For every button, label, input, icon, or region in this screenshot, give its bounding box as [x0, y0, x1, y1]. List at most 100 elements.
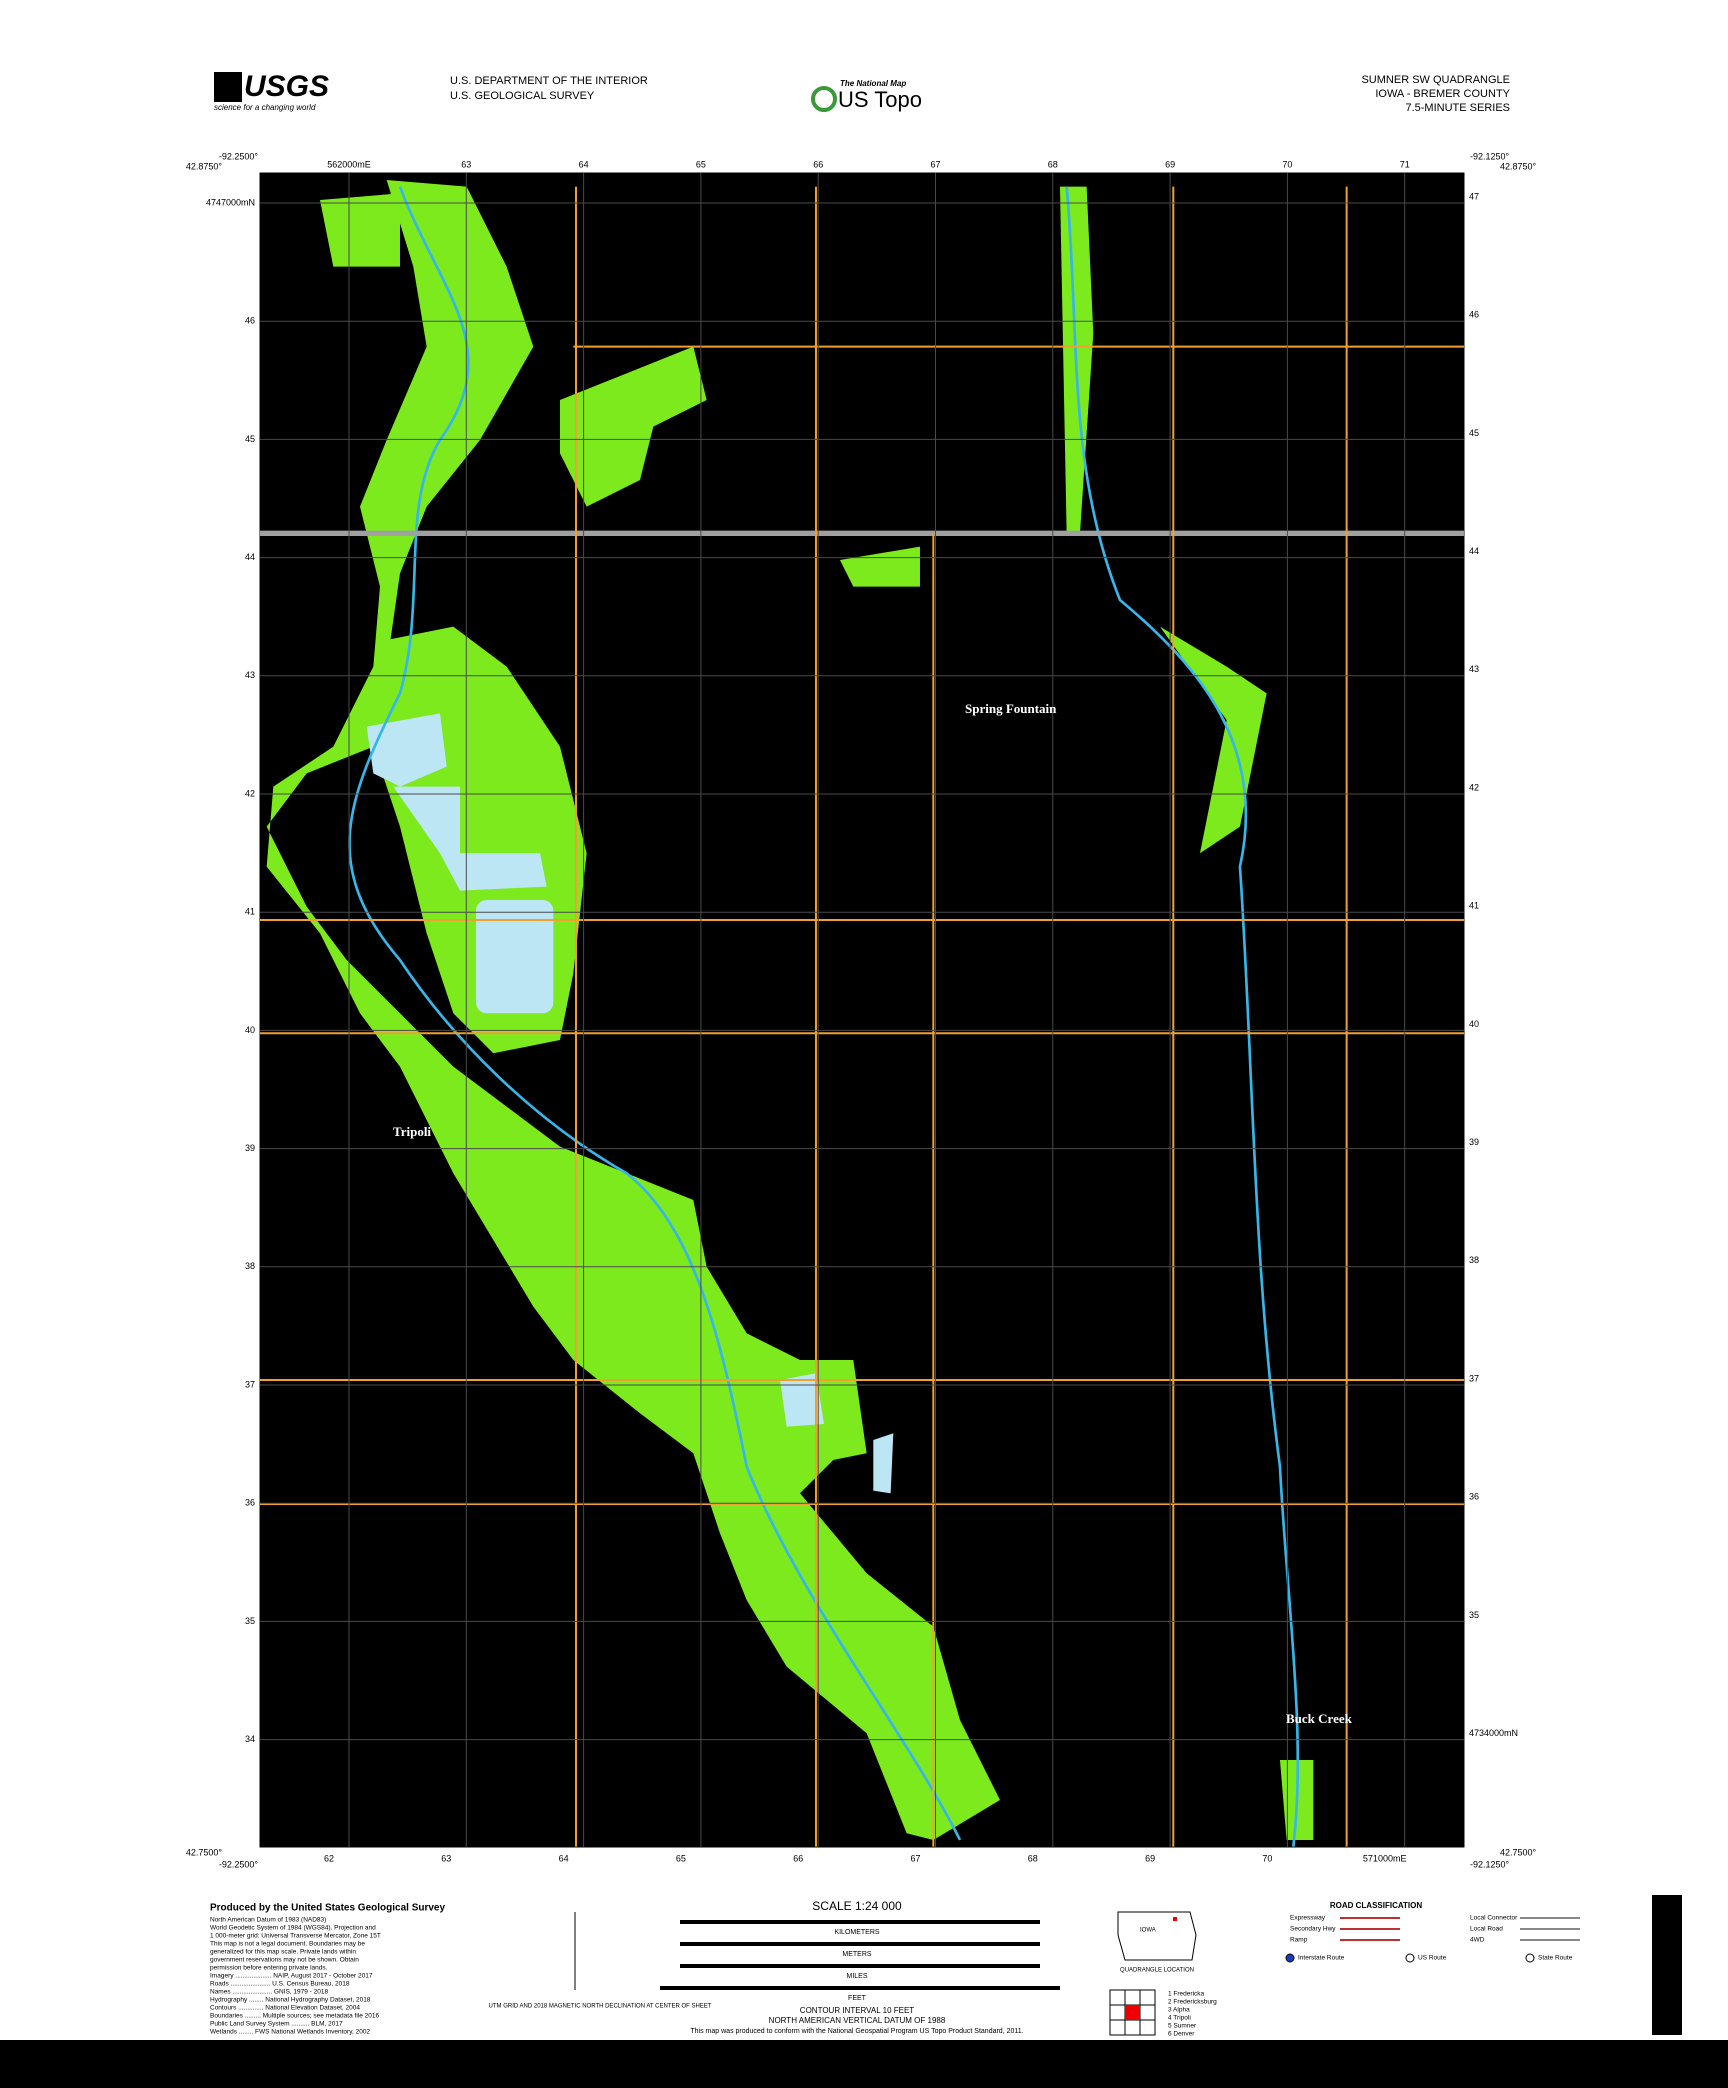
logo-tagline: science for a changing world — [214, 103, 316, 112]
barcode-bar — [1654, 2000, 1668, 2004]
barcode-bar — [1654, 2005, 1668, 2006]
barcode-bar — [1654, 1996, 1668, 1998]
scale-unit: MILES — [846, 1973, 867, 1980]
easting-label: 69 — [1165, 159, 1175, 169]
product-top: The National Map — [840, 79, 906, 88]
route-shield — [1405, 1953, 1415, 1963]
scale-unit: METERS — [842, 1951, 872, 1958]
northing-label: 42 — [245, 788, 255, 798]
barcode-bar — [1654, 2027, 1668, 2031]
quad-location — [1173, 1917, 1177, 1921]
credits: North American Datum of 1983 (NAD83)Worl… — [210, 1917, 381, 2036]
credit-line: Imagery .................... NAIP, Augus… — [210, 1973, 373, 1980]
map-series: 7.5-MINUTE SERIES — [1405, 102, 1510, 114]
easting-label: 68 — [1028, 1853, 1038, 1863]
easting-label: 571000mE — [1363, 1853, 1407, 1863]
easting-label: 66 — [813, 159, 823, 169]
agency-line: U.S. DEPARTMENT OF THE INTERIOR — [450, 75, 648, 87]
scale-bar — [680, 1942, 1040, 1946]
barcode-bar — [1654, 1937, 1668, 1939]
northing-label: 46 — [1469, 310, 1479, 320]
corner-coordinate: 42.7500° — [1500, 1847, 1537, 1857]
credit-line: North American Datum of 1983 (NAD83) — [210, 1917, 326, 1924]
northing-label: 38 — [245, 1261, 255, 1271]
adjoining-quad: 4 Tripoli — [1168, 2015, 1191, 2022]
credit-line: government reservations may not be shown… — [210, 1957, 359, 1964]
easting-label: 67 — [910, 1853, 920, 1863]
northing-label: 35 — [245, 1616, 255, 1626]
barcode-bar — [1654, 1924, 1668, 1925]
produced-by: Produced by the United States Geological… — [210, 1903, 445, 1914]
lake — [393, 786, 547, 891]
credit-line: permission before entering private lands… — [210, 1965, 328, 1972]
barcode-bar — [1654, 1897, 1668, 1898]
northing-label: 4747000mN — [206, 197, 255, 207]
easting-label: 70 — [1282, 159, 1292, 169]
barcode-bar — [1654, 1982, 1668, 1985]
easting-label: 70 — [1262, 1853, 1272, 1863]
adjoining-quad: 2 Fredericksburg — [1168, 1999, 1217, 2006]
northing-label: 41 — [245, 907, 255, 917]
northing-label: 37 — [245, 1379, 255, 1389]
vegetation — [839, 546, 920, 587]
northing-label: 47 — [1469, 191, 1479, 201]
logo-text: USGS — [244, 70, 329, 103]
corner-coordinate: -92.1250° — [1470, 151, 1510, 161]
map-features — [259, 179, 1464, 1847]
vertical-datum: NORTH AMERICAN VERTICAL DATUM OF 1988 — [769, 2016, 946, 2025]
northing-label: 43 — [1469, 664, 1479, 674]
easting-label: 562000mE — [327, 159, 371, 169]
bottom-bar — [0, 2040, 1728, 2088]
northing-label: 45 — [245, 434, 255, 444]
barcode-bar — [1654, 1973, 1668, 1977]
declination-note: UTM GRID AND 2018 MAGNETIC NORTH DECLINA… — [489, 2004, 712, 2010]
credit-line: Public Land Survey System .......... BLM… — [210, 2021, 343, 2028]
scale-bar — [680, 1964, 1040, 1968]
index-current — [1125, 2005, 1140, 2020]
scale: SCALE 1:24 000 — [812, 1899, 902, 1913]
barcode-bars — [1654, 1897, 1668, 2031]
vegetation — [319, 193, 400, 267]
route-type: State Route — [1538, 1955, 1573, 1962]
adjoining-quad: 5 Sumner — [1168, 2023, 1197, 2030]
easting-label: 62 — [324, 1853, 334, 1863]
lake — [475, 899, 554, 1014]
easting-label: 69 — [1145, 1853, 1155, 1863]
barcode-bar — [1654, 1942, 1668, 1944]
barcode-bar — [1654, 2009, 1668, 2012]
usgs-logo: USGS science for a changing world — [214, 70, 329, 112]
easting-label: 64 — [579, 159, 589, 169]
quad-title: SUMNER SW QUADRANGLE — [1361, 74, 1510, 86]
northing-label: 44 — [245, 552, 255, 562]
adjoining-quad: 3 Alpha — [1168, 2007, 1190, 2014]
scale-bar — [660, 1986, 1060, 1990]
ustopo-icon — [811, 86, 837, 112]
route-shield — [1525, 1953, 1535, 1963]
credit-line: World Geodetic System of 1984 (WGS84). P… — [210, 1925, 376, 1932]
northing-label: 37 — [1469, 1373, 1479, 1383]
credit-line: Contours .............. National Elevati… — [210, 2005, 360, 2012]
northing-label: 41 — [1469, 901, 1479, 911]
barcode-bar — [1654, 1969, 1668, 1971]
corner-coordinate: 42.7500° — [186, 1847, 223, 1857]
northing-label: 45 — [1469, 428, 1479, 438]
barcode-bar — [1654, 1951, 1668, 1952]
corner-coordinate: -92.2500° — [219, 1859, 259, 1869]
barcode-bar — [1654, 1933, 1668, 1936]
barcode-bar — [1654, 2018, 1668, 2020]
scale-bar — [680, 1920, 1040, 1924]
river — [348, 186, 962, 1841]
road-class: 4WD — [1470, 1937, 1485, 1944]
corner-coordinate: 42.8750° — [186, 161, 223, 171]
barcode-bar — [1654, 1987, 1668, 1990]
barcode-bar — [1654, 1915, 1668, 1917]
credit-line: Roads ...................... U.S. Census… — [210, 1981, 350, 1988]
location-label: QUADRANGLE LOCATION — [1120, 1968, 1194, 1974]
easting-label: 63 — [461, 159, 471, 169]
northing-label: 43 — [245, 670, 255, 680]
index-grid — [1109, 1989, 1156, 2036]
corner-coordinate: -92.2500° — [219, 151, 259, 161]
place-name: Tripoli — [393, 1124, 431, 1139]
place-name: Buck Creek — [1286, 1711, 1353, 1726]
